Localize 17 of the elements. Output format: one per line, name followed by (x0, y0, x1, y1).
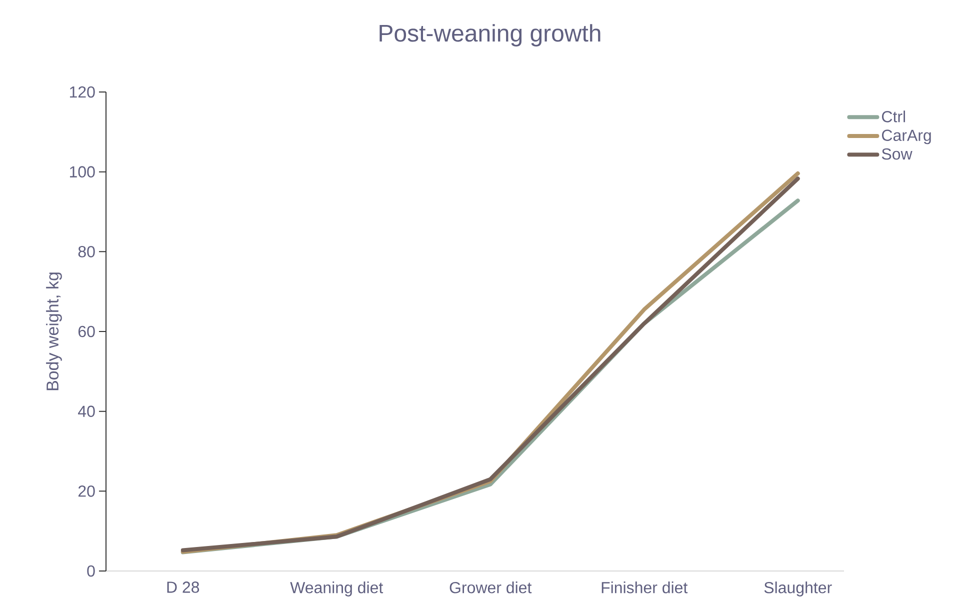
y-tick-label: 0 (87, 565, 95, 577)
y-tick-label: 60 (78, 326, 95, 338)
y-tick-label: 40 (78, 406, 95, 417)
y-axis-title: Body weight, kg (46, 272, 62, 390)
chart-title: Post-weaning growth (380, 24, 600, 46)
y-tick-label: 80 (78, 246, 95, 258)
y-tick-label: 120 (70, 86, 95, 98)
y-tick-label: 20 (78, 486, 95, 497)
x-tick-label: Weaning diet (290, 582, 384, 596)
legend-label: Sow (882, 148, 912, 160)
x-tick-label: Grower diet (450, 582, 532, 594)
legend-label: CarArg (882, 130, 931, 144)
legend-label: Ctrl (882, 110, 906, 122)
x-tick-label: Finisher diet (602, 582, 688, 594)
x-tick-label: Slaughter (764, 582, 832, 596)
x-tick-label: D 28 (167, 582, 200, 593)
y-tick-label: 100 (70, 166, 95, 178)
